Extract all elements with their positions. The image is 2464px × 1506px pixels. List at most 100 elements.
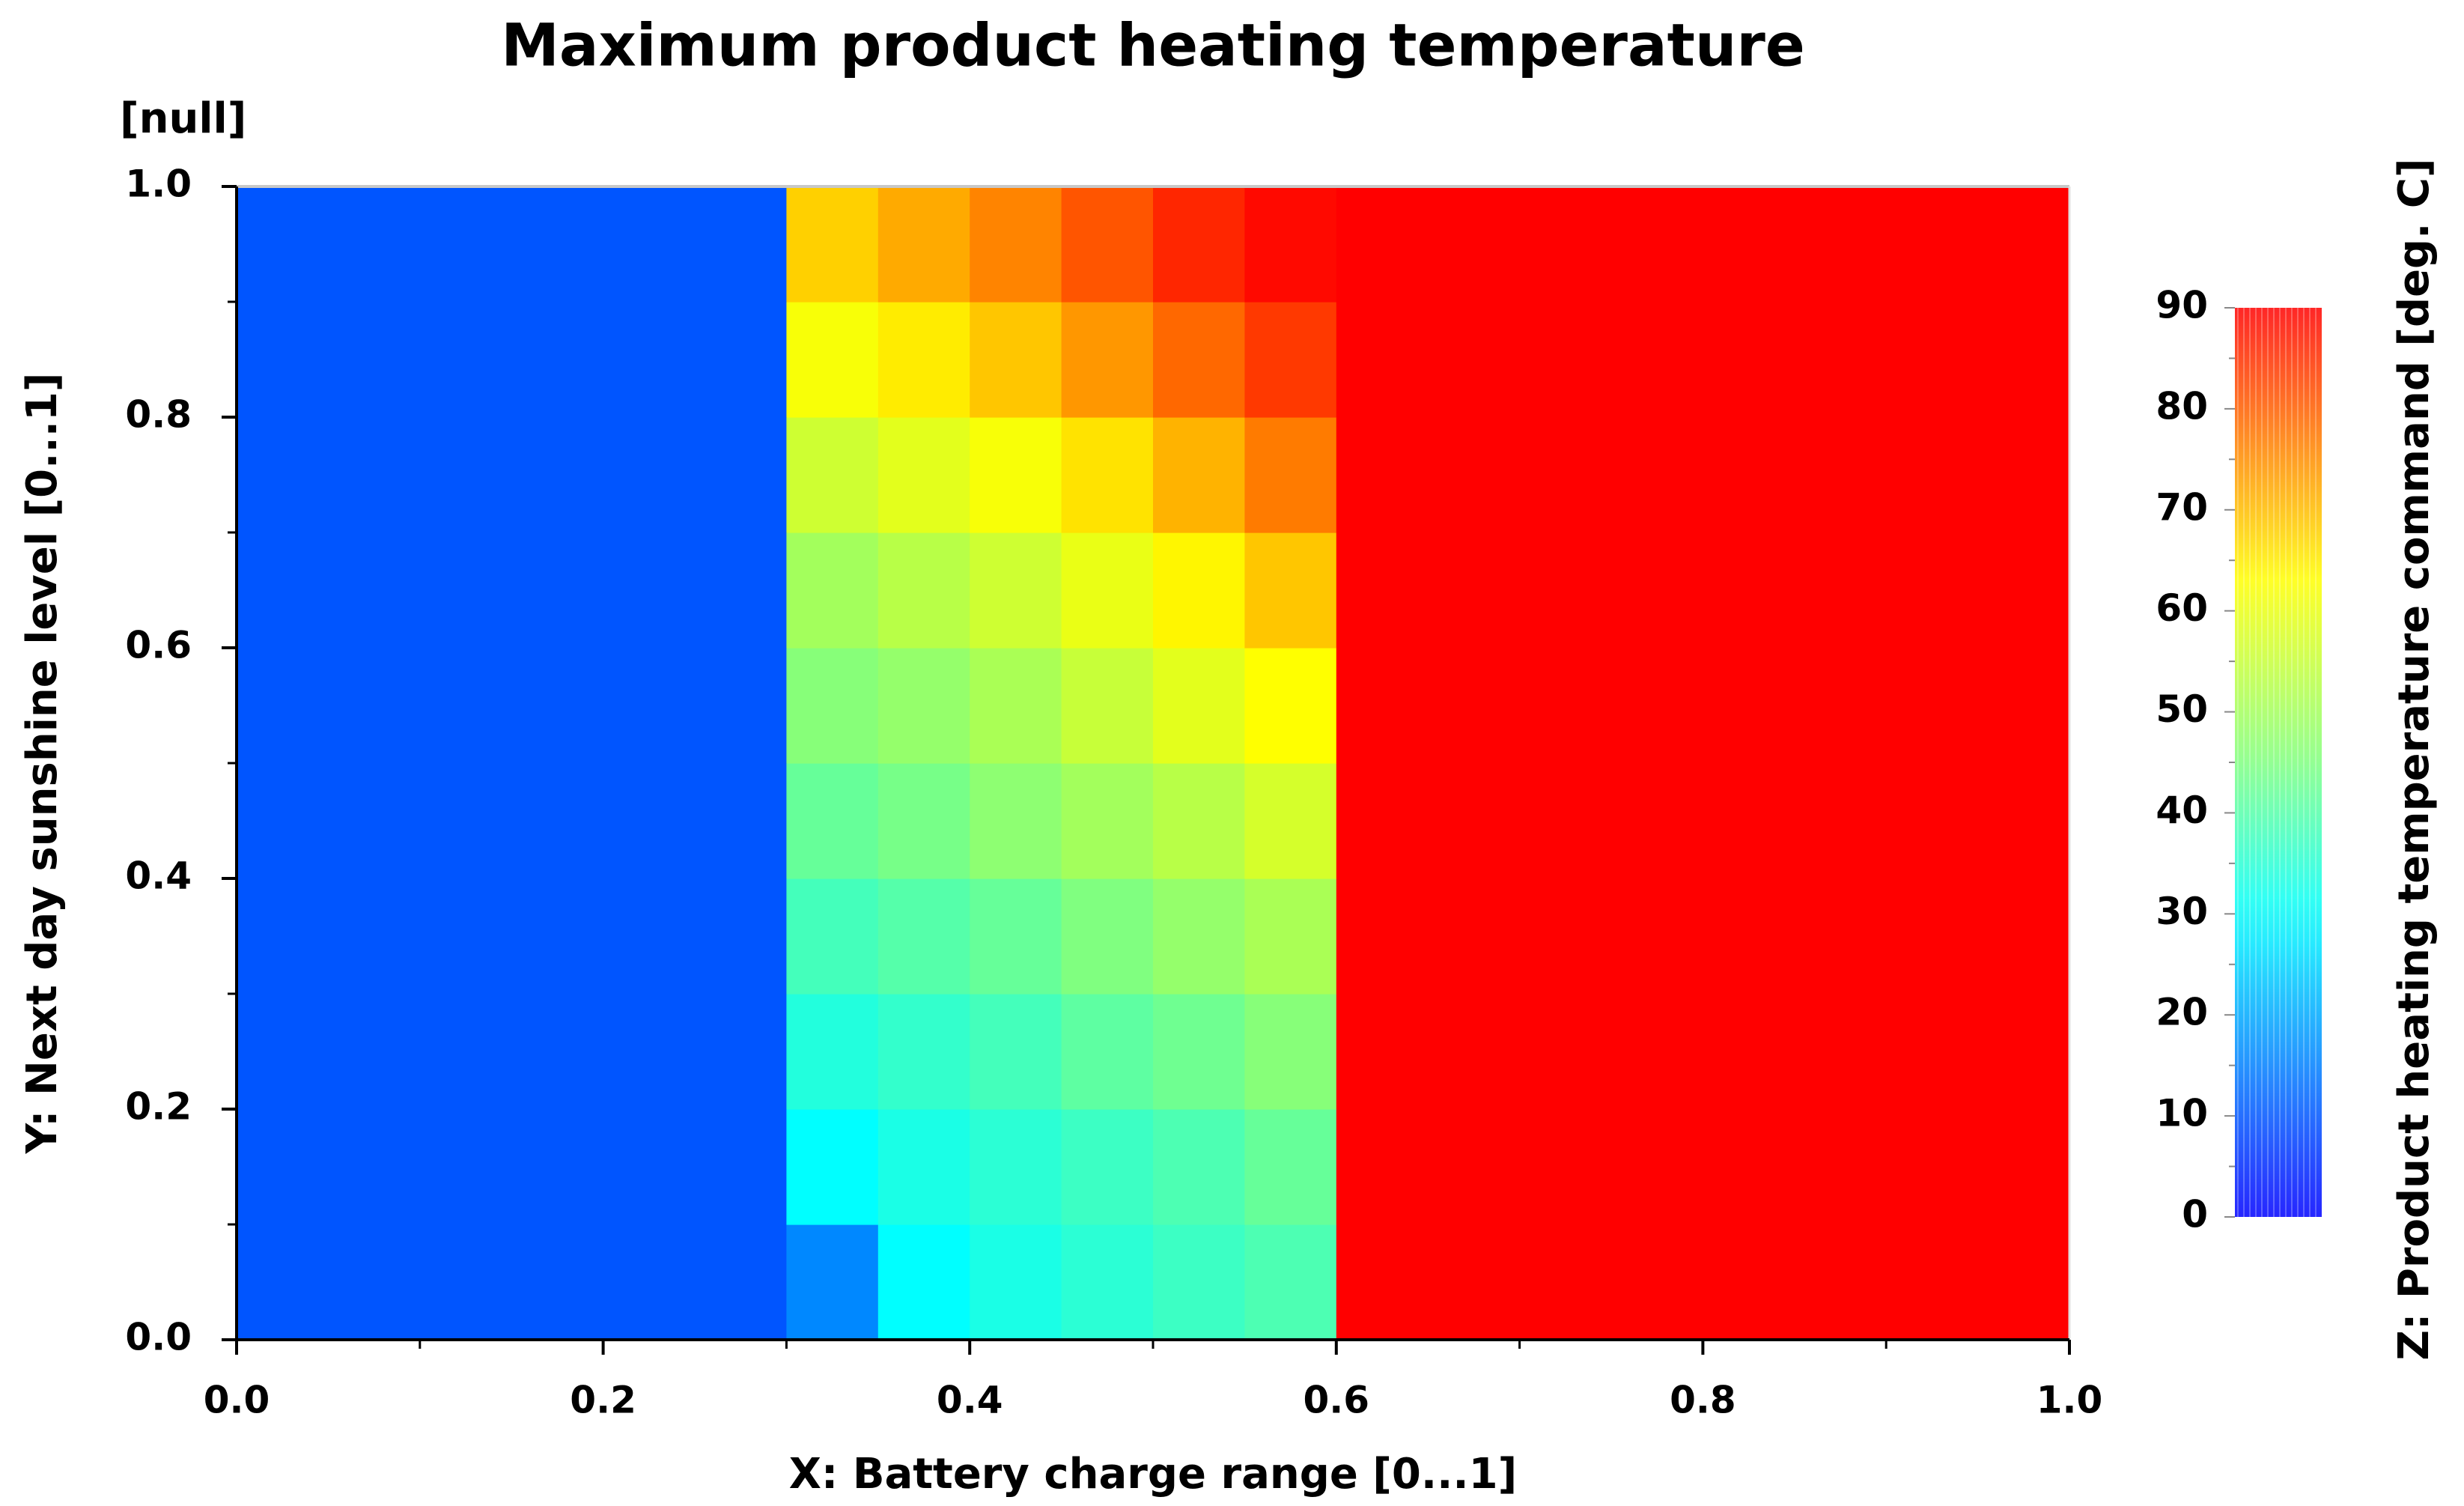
- y-axis-label: Y: Next day sunshine level [0...1]: [18, 372, 67, 1154]
- heatmap-cell: [237, 186, 787, 303]
- heatmap-cell: [1061, 648, 1154, 764]
- y-tick-label: 0.2: [125, 1085, 192, 1129]
- x-tick-label: 0.0: [204, 1379, 270, 1422]
- heatmap-cell: [1336, 186, 2070, 303]
- heatmap-cell: [786, 648, 879, 764]
- heatmap-cell: [786, 186, 879, 303]
- heatmap-cell: [1153, 1224, 1245, 1340]
- heatmap-cell: [1336, 1109, 2070, 1225]
- heatmap-cell: [786, 878, 879, 995]
- heatmap-cell: [1336, 302, 2070, 418]
- heatmap-cell: [877, 417, 970, 533]
- heatmap-cell: [970, 994, 1062, 1110]
- heatmap-cell: [970, 1224, 1062, 1340]
- heatmap-cell: [1244, 417, 1337, 533]
- heatmap-cell: [786, 1224, 879, 1340]
- heatmap-cell: [970, 532, 1062, 649]
- heatmap-cell: [237, 532, 787, 649]
- heatmap-cell: [1336, 532, 2070, 649]
- x-axis-label: X: Battery charge range [0...1]: [789, 1450, 1517, 1499]
- heatmap-cell: [877, 1224, 970, 1340]
- colorbar-tick-label: 70: [2156, 485, 2208, 529]
- heatmap-cell: [1244, 302, 1337, 418]
- heatmap-cell: [1061, 417, 1154, 533]
- x-tick-label: 0.2: [570, 1379, 636, 1422]
- colorbar-tick-label: 0: [2182, 1193, 2208, 1236]
- heatmap-cell: [877, 648, 970, 764]
- heatmap-cell: [970, 1109, 1062, 1225]
- heatmap-cell: [970, 417, 1062, 533]
- heatmap-cell: [1336, 1224, 2070, 1340]
- heatmap-cell: [1244, 763, 1337, 879]
- colorbar-label: Z: Product heating temperature command […: [2390, 158, 2439, 1360]
- heatmap-cell: [1244, 878, 1337, 995]
- x-tick-label: 0.6: [1304, 1379, 1370, 1422]
- x-tick-label: 1.0: [2036, 1379, 2103, 1422]
- heatmap-cell: [877, 302, 970, 418]
- colorbar-tick-label: 30: [2156, 890, 2208, 933]
- colorbar-tick-label: 60: [2156, 586, 2208, 630]
- y-tick-label: 0.8: [125, 393, 192, 437]
- heatmap-cell: [1153, 648, 1245, 764]
- heatmap-cell: [970, 648, 1062, 764]
- heatmap-cell: [1153, 186, 1245, 303]
- heatmap-cell: [1061, 1109, 1154, 1225]
- heatmap-cell: [1153, 417, 1245, 533]
- heatmap-cell: [786, 417, 879, 533]
- heatmap-cell: [877, 186, 970, 303]
- colorbar-tick-label: 90: [2156, 284, 2208, 327]
- heatmap-cell: [1061, 994, 1154, 1110]
- heatmap-cell: [1153, 878, 1245, 995]
- colorbar-tick-label: 20: [2156, 991, 2208, 1034]
- heatmap-cell: [1061, 1224, 1154, 1340]
- heatmap-cell: [1244, 648, 1337, 764]
- y-tick-label: 0.6: [125, 624, 192, 667]
- heatmap-cell: [877, 1109, 970, 1225]
- heatmap-cell: [970, 302, 1062, 418]
- heatmap-cell: [237, 1224, 787, 1340]
- heatmap-cell: [1153, 994, 1245, 1110]
- heatmap-cell: [1153, 302, 1245, 418]
- colorbar-tick-label: 50: [2156, 687, 2208, 731]
- heatmap-cell: [970, 878, 1062, 995]
- heatmap-cell: [1244, 532, 1337, 649]
- heatmap-cell: [877, 994, 970, 1110]
- heatmap-cell: [1244, 186, 1337, 303]
- heatmap-cell: [877, 532, 970, 649]
- heatmap-cell: [970, 186, 1062, 303]
- heatmap-cell: [1244, 1109, 1337, 1225]
- heatmap-cell: [1061, 878, 1154, 995]
- heatmap-cell: [237, 994, 787, 1110]
- colorbar-tick-label: 80: [2156, 384, 2208, 428]
- heatmap-cell: [1153, 1109, 1245, 1225]
- annotation: [null]: [120, 94, 246, 143]
- heatmap-cell: [1336, 648, 2070, 764]
- heatmap-cell: [786, 302, 879, 418]
- y-tick-label: 0.0: [125, 1316, 192, 1359]
- heatmap-cell: [237, 1109, 787, 1225]
- heatmap-cell: [237, 878, 787, 995]
- heatmap-cell: [1336, 417, 2070, 533]
- heatmap-cell: [877, 763, 970, 879]
- heatmap-cell: [1153, 763, 1245, 879]
- colorbar-tick-label: 10: [2156, 1092, 2208, 1135]
- x-tick-label: 0.8: [1670, 1379, 1736, 1422]
- heatmap-cell: [237, 648, 787, 764]
- heatmap-cell: [1244, 994, 1337, 1110]
- heatmap-cell: [1061, 302, 1154, 418]
- x-tick-label: 0.4: [937, 1379, 1003, 1422]
- heatmap-cell: [1061, 186, 1154, 303]
- y-tick-label: 0.4: [125, 854, 192, 898]
- heatmap-cell: [786, 994, 879, 1110]
- heatmap-cell: [1153, 532, 1245, 649]
- y-tick-label: 1.0: [125, 163, 192, 206]
- heatmap-cell: [786, 1109, 879, 1225]
- heatmap-cell: [1336, 878, 2070, 995]
- heatmap-cells: [237, 186, 2070, 1340]
- heatmap-cell: [1061, 532, 1154, 649]
- chart-title: Maximum product heating temperature: [501, 12, 1805, 79]
- heatmap-cell: [786, 763, 879, 879]
- heatmap-cell: [237, 417, 787, 533]
